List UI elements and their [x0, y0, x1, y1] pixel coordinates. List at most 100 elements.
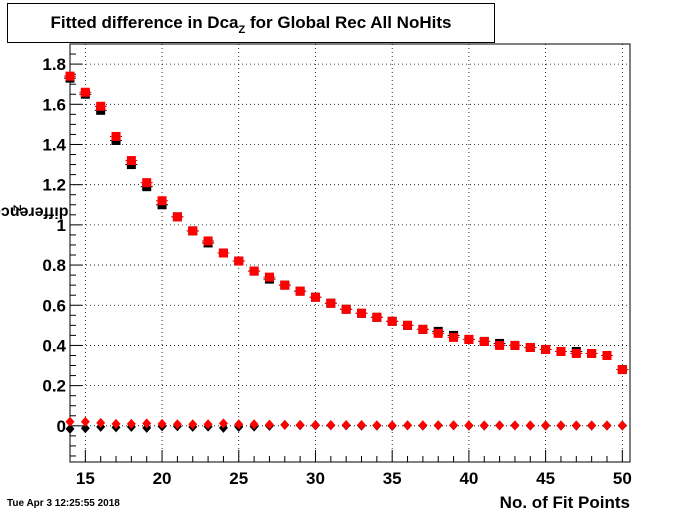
data-point-diamond: [449, 420, 459, 431]
data-point-square: [111, 131, 121, 141]
data-point-diamond: [479, 420, 489, 431]
data-point-square: [96, 101, 106, 111]
data-point-square: [418, 324, 428, 334]
data-point-diamond: [80, 423, 90, 434]
data-point-square: [479, 336, 489, 346]
data-point-square: [495, 340, 505, 350]
x-tick-label: 30: [306, 469, 325, 488]
data-point-square: [449, 332, 459, 342]
x-tick-label: 40: [459, 469, 478, 488]
data-point-diamond: [617, 420, 627, 431]
data-point-diamond: [157, 418, 167, 429]
timestamp: Tue Apr 3 12:25:55 2018: [7, 498, 120, 509]
y-tick-label: 0.8: [42, 256, 66, 275]
data-point-diamond: [341, 420, 351, 431]
y-tick-label: 0.4: [42, 336, 66, 355]
chart-title-rest: for Global Rec All NoHits: [245, 13, 452, 32]
data-point-diamond: [218, 418, 228, 429]
data-point-diamond: [387, 420, 397, 431]
data-point-diamond: [249, 419, 259, 430]
data-point-square: [372, 312, 382, 322]
data-point-diamond: [280, 419, 290, 430]
data-point-square: [587, 348, 597, 358]
data-point-square: [142, 178, 152, 188]
data-point-square: [310, 292, 320, 302]
y-tick-label: 1.6: [42, 95, 66, 114]
data-point-square: [341, 304, 351, 314]
data-point-square: [126, 156, 136, 166]
data-point-square: [280, 280, 290, 290]
data-point-square: [510, 340, 520, 350]
data-point-diamond: [295, 419, 305, 430]
plot-frame: [69, 43, 631, 463]
chart-title: Fitted difference in DcaZ for Global Rec…: [8, 13, 494, 36]
data-point-square: [203, 236, 213, 246]
data-point-square: [357, 308, 367, 318]
data-point-diamond: [111, 418, 121, 429]
y-tick-label: 1: [57, 216, 66, 235]
data-point-diamond: [403, 420, 413, 431]
data-point-diamond: [326, 420, 336, 431]
chart-title-box: Fitted difference in DcaZ for Global Rec…: [7, 3, 495, 43]
x-axis-label: No. of Fit Points: [499, 493, 630, 512]
data-point-diamond: [525, 420, 535, 431]
data-point-square: [525, 342, 535, 352]
data-point-diamond: [587, 420, 597, 431]
data-point-diamond: [571, 420, 581, 431]
x-tick-label: 45: [536, 469, 555, 488]
data-point-diamond: [80, 416, 90, 427]
x-tick-label: 50: [613, 469, 632, 488]
data-point-diamond: [65, 423, 75, 434]
data-point-diamond: [357, 420, 367, 431]
data-point-square: [249, 266, 259, 276]
data-point-diamond: [510, 420, 520, 431]
y-tick-label: 0: [57, 417, 66, 436]
data-point-diamond: [433, 420, 443, 431]
data-point-square: [617, 365, 627, 375]
y-tick-label: 1.8: [42, 55, 66, 74]
data-point-square: [80, 87, 90, 97]
x-tick-label: 25: [229, 469, 248, 488]
data-point-diamond: [372, 420, 382, 431]
y-tick-label: 0.6: [42, 296, 66, 315]
data-point-square: [403, 320, 413, 330]
chart-title-subscript: Z: [238, 24, 246, 36]
data-point-diamond: [418, 420, 428, 431]
data-point-diamond: [96, 417, 106, 428]
data-point-diamond: [203, 419, 213, 430]
data-point-square: [556, 346, 566, 356]
data-point-diamond: [65, 416, 75, 427]
y-tick-label: 0.2: [42, 377, 66, 396]
data-point-diamond: [126, 418, 136, 429]
data-point-square: [571, 348, 581, 358]
data-point-square: [387, 316, 397, 326]
data-point-square: [295, 286, 305, 296]
x-tick-label: 35: [383, 469, 402, 488]
data-point-square: [188, 226, 198, 236]
data-point-square: [157, 196, 167, 206]
data-point-square: [602, 350, 612, 360]
data-point-square: [541, 344, 551, 354]
data-point-diamond: [142, 418, 152, 429]
data-point-square: [464, 334, 474, 344]
x-tick-label: 20: [153, 469, 172, 488]
chart-title-main: Fitted difference in Dca: [50, 13, 239, 32]
data-point-square: [433, 328, 443, 338]
data-point-square: [218, 248, 228, 258]
data-point-square: [326, 298, 336, 308]
data-point-square: [172, 212, 182, 222]
data-point-diamond: [541, 420, 551, 431]
x-tick-label: 15: [76, 469, 95, 488]
y-tick-label: 1.2: [42, 176, 66, 195]
data-point-diamond: [495, 420, 505, 431]
data-point-diamond: [188, 419, 198, 430]
data-point-diamond: [602, 420, 612, 431]
data-point-diamond: [172, 419, 182, 430]
data-point-square: [234, 256, 244, 266]
data-point-diamond: [264, 419, 274, 430]
y-tick-label: 1.4: [42, 135, 66, 154]
data-point-square: [264, 272, 274, 282]
data-point-diamond: [234, 419, 244, 430]
data-point-diamond: [310, 420, 320, 431]
